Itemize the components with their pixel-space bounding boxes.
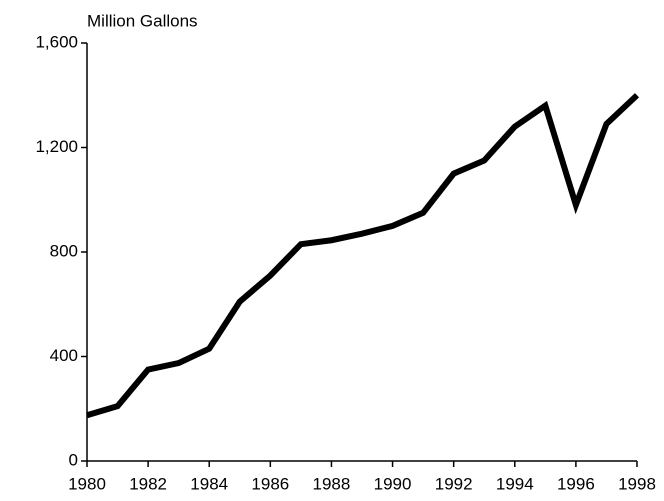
x-tick-label: 1992 (435, 474, 473, 493)
x-tick-label: 1996 (557, 474, 595, 493)
x-tick-label: 1982 (129, 474, 167, 493)
y-tick-label: 800 (50, 241, 78, 260)
y-axis-label: Million Gallons (87, 11, 198, 30)
x-tick-label: 1998 (618, 474, 656, 493)
x-tick-label: 1990 (374, 474, 412, 493)
y-tick-label: 0 (69, 450, 78, 469)
x-tick-label: 1986 (251, 474, 289, 493)
x-tick-label: 1984 (190, 474, 228, 493)
x-tick-label: 1994 (496, 474, 534, 493)
y-tick-label: 400 (50, 346, 78, 365)
data-line (86, 93, 640, 419)
y-tick-label: 1,200 (35, 137, 78, 156)
x-tick-label: 1980 (68, 474, 106, 493)
x-tick-label: 1988 (313, 474, 351, 493)
y-tick-label: 1,600 (35, 32, 78, 51)
